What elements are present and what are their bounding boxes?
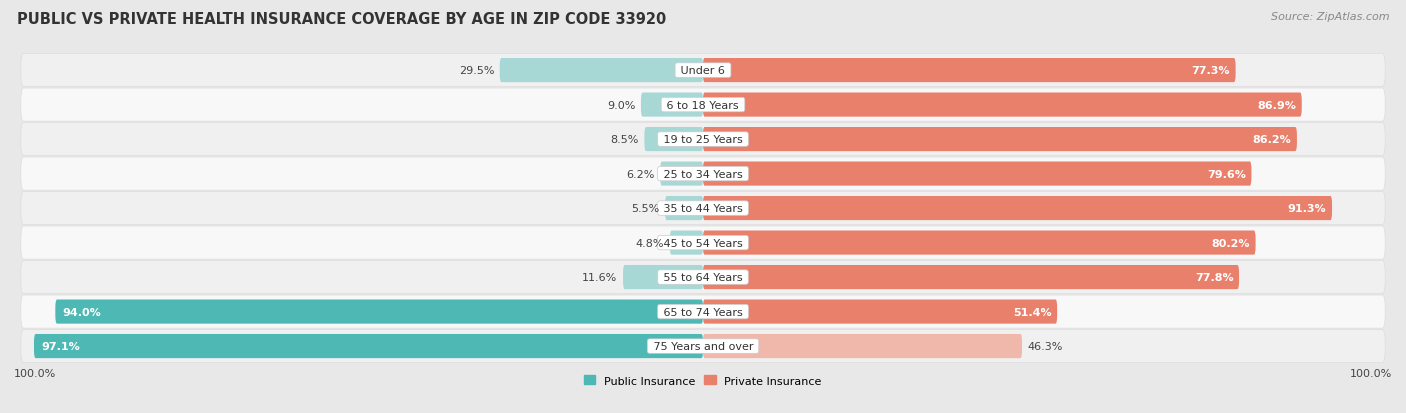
FancyBboxPatch shape [623, 265, 703, 290]
FancyBboxPatch shape [703, 197, 1331, 221]
FancyBboxPatch shape [499, 59, 703, 83]
Text: 25 to 34 Years: 25 to 34 Years [659, 169, 747, 179]
Text: Under 6: Under 6 [678, 66, 728, 76]
Text: 19 to 25 Years: 19 to 25 Years [659, 135, 747, 145]
FancyBboxPatch shape [21, 158, 1385, 191]
FancyBboxPatch shape [703, 93, 1302, 117]
Text: 86.2%: 86.2% [1253, 135, 1291, 145]
Text: 35 to 44 Years: 35 to 44 Years [659, 204, 747, 214]
Text: 45 to 54 Years: 45 to 54 Years [659, 238, 747, 248]
FancyBboxPatch shape [669, 231, 703, 255]
FancyBboxPatch shape [21, 226, 1385, 259]
Text: 79.6%: 79.6% [1206, 169, 1246, 179]
FancyBboxPatch shape [661, 162, 703, 186]
Text: 77.3%: 77.3% [1191, 66, 1230, 76]
FancyBboxPatch shape [21, 89, 1385, 122]
Text: 51.4%: 51.4% [1012, 307, 1052, 317]
Text: 46.3%: 46.3% [1028, 341, 1063, 351]
Text: 6 to 18 Years: 6 to 18 Years [664, 100, 742, 110]
Text: 100.0%: 100.0% [14, 368, 56, 379]
FancyBboxPatch shape [55, 300, 703, 324]
FancyBboxPatch shape [641, 93, 703, 117]
Text: 6.2%: 6.2% [627, 169, 655, 179]
FancyBboxPatch shape [703, 128, 1296, 152]
FancyBboxPatch shape [703, 231, 1256, 255]
FancyBboxPatch shape [703, 59, 1236, 83]
Text: 86.9%: 86.9% [1257, 100, 1296, 110]
FancyBboxPatch shape [21, 261, 1385, 294]
Text: 8.5%: 8.5% [610, 135, 638, 145]
Text: 94.0%: 94.0% [62, 307, 101, 317]
FancyBboxPatch shape [703, 300, 1057, 324]
Text: 77.8%: 77.8% [1195, 273, 1233, 282]
Text: 29.5%: 29.5% [458, 66, 495, 76]
FancyBboxPatch shape [21, 55, 1385, 88]
FancyBboxPatch shape [21, 330, 1385, 363]
FancyBboxPatch shape [644, 128, 703, 152]
Text: 11.6%: 11.6% [582, 273, 617, 282]
Text: 5.5%: 5.5% [631, 204, 659, 214]
Legend: Public Insurance, Private Insurance: Public Insurance, Private Insurance [583, 375, 823, 386]
FancyBboxPatch shape [703, 265, 1239, 290]
FancyBboxPatch shape [34, 334, 703, 358]
Text: 91.3%: 91.3% [1288, 204, 1326, 214]
Text: PUBLIC VS PRIVATE HEALTH INSURANCE COVERAGE BY AGE IN ZIP CODE 33920: PUBLIC VS PRIVATE HEALTH INSURANCE COVER… [17, 12, 666, 27]
Text: 65 to 74 Years: 65 to 74 Years [659, 307, 747, 317]
FancyBboxPatch shape [665, 197, 703, 221]
FancyBboxPatch shape [703, 162, 1251, 186]
Text: 9.0%: 9.0% [607, 100, 636, 110]
FancyBboxPatch shape [21, 192, 1385, 225]
Text: 80.2%: 80.2% [1212, 238, 1250, 248]
FancyBboxPatch shape [21, 123, 1385, 156]
Text: 55 to 64 Years: 55 to 64 Years [659, 273, 747, 282]
Text: 75 Years and over: 75 Years and over [650, 341, 756, 351]
Text: 100.0%: 100.0% [1350, 368, 1392, 379]
Text: 4.8%: 4.8% [636, 238, 665, 248]
FancyBboxPatch shape [703, 334, 1022, 358]
FancyBboxPatch shape [21, 295, 1385, 328]
Text: Source: ZipAtlas.com: Source: ZipAtlas.com [1271, 12, 1389, 22]
Text: 97.1%: 97.1% [41, 341, 80, 351]
